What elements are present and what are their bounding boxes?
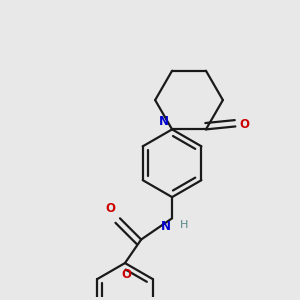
Text: N: N — [160, 220, 171, 233]
Text: O: O — [122, 268, 131, 281]
Text: O: O — [240, 118, 250, 131]
Text: N: N — [159, 115, 169, 128]
Text: H: H — [179, 220, 188, 230]
Text: O: O — [106, 202, 116, 215]
